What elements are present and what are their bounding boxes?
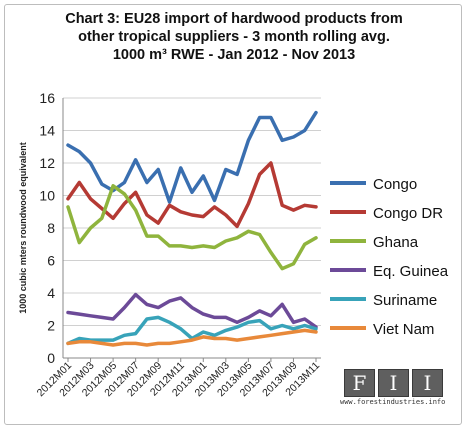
series-line-congo-dr	[66, 161, 318, 229]
y-tick-label-2: 2	[47, 318, 55, 334]
legend-label-congo-dr: Congo DR	[373, 205, 443, 222]
chart-frame	[4, 4, 462, 425]
legend-label-eq-guinea: Eq. Guinea	[373, 263, 449, 280]
y-tick-label-0: 0	[47, 350, 55, 366]
series-line-congo	[66, 110, 318, 204]
legend-label-suriname: Suriname	[373, 292, 437, 309]
y-tick-label-12: 12	[39, 155, 55, 171]
fii-logo: F I I	[344, 369, 443, 397]
y-tick-label-14: 14	[39, 123, 55, 139]
y-tick-label-4: 4	[47, 285, 55, 301]
legend-label-viet-nam: Viet Nam	[373, 321, 434, 338]
chart-title-line-1: Chart 3: EU28 import of hardwood product…	[65, 11, 403, 27]
chart-title-line-3: 1000 m³ RWE - Jan 2012 - Nov 2013	[112, 47, 356, 63]
y-axis-label: 1000 cubic mters roundwood equivalent	[18, 142, 28, 314]
series-line-eq-guinea	[66, 292, 318, 329]
series-line-ghana	[66, 184, 318, 271]
fii-logo-letter-i2: I	[412, 369, 443, 397]
legend-label-ghana: Ghana	[373, 234, 419, 251]
fii-logo-letter-f: F	[344, 369, 375, 397]
legend-label-congo: Congo	[373, 176, 417, 193]
y-tick-label-16: 16	[39, 90, 55, 106]
fii-logo-url: www.forestindustries.info	[340, 398, 446, 406]
y-tick-label-10: 10	[39, 188, 55, 204]
y-tick-label-6: 6	[47, 253, 55, 269]
series-line-viet-nam	[66, 328, 318, 347]
chart-title-line-2: other tropical suppliers - 3 month rolli…	[78, 29, 390, 45]
y-tick-label-8: 8	[47, 220, 55, 236]
fii-logo-letter-i: I	[378, 369, 409, 397]
